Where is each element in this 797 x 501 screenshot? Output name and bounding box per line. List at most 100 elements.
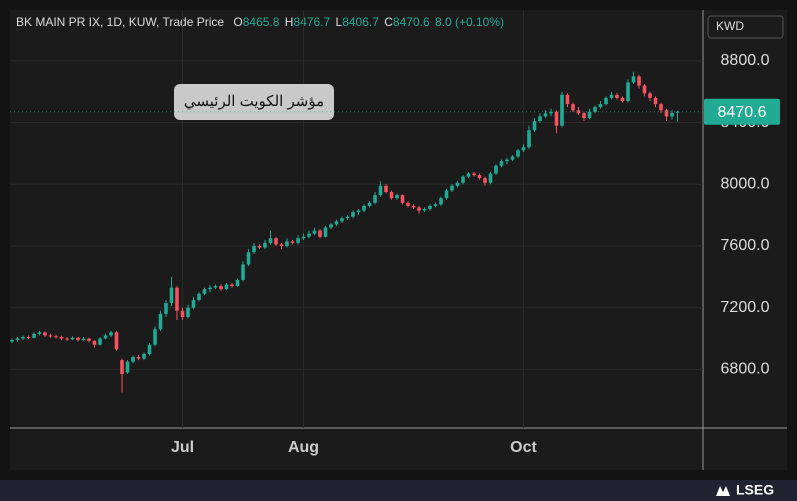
candle-body (356, 210, 361, 213)
candle-body (538, 116, 542, 122)
footer-bar (0, 480, 797, 501)
candle-body (98, 338, 102, 345)
candle-body (208, 287, 212, 290)
candle-body (334, 221, 339, 225)
candle-body (246, 252, 251, 265)
candle-body (114, 332, 119, 350)
candle-body (587, 111, 592, 118)
candle-body (136, 357, 141, 359)
candle-body (81, 338, 86, 341)
candle-body (43, 332, 47, 336)
candle-body (593, 107, 597, 112)
candle-body (461, 176, 465, 183)
candle-body (378, 185, 383, 196)
candle-body (329, 224, 333, 228)
candle-body (290, 241, 295, 243)
candle-body (10, 340, 14, 342)
logo-icon (716, 486, 730, 496)
candle-body (560, 94, 564, 126)
chart-title: BK MAIN PR IX, 1D, KUW, Trade Price (16, 15, 224, 29)
y-tick-label: 8000.0 (721, 176, 770, 193)
candle-body (642, 85, 647, 94)
candle-body (527, 130, 531, 148)
candle-body (631, 76, 636, 83)
candle-body (241, 264, 245, 280)
candle-body (362, 205, 366, 211)
x-tick-label: Jul (171, 439, 194, 456)
candle-body (532, 121, 537, 131)
candle-body (384, 185, 388, 193)
grid (10, 10, 703, 428)
candle-body (125, 361, 130, 373)
x-tick-label: Oct (510, 439, 537, 456)
candle-body (554, 111, 559, 126)
candle-body (318, 230, 322, 237)
candle-body (109, 332, 113, 336)
candle-body (15, 338, 20, 341)
header: BK MAIN PR IX, 1D, KUW, Trade Price O846… (16, 15, 504, 29)
candle-body (345, 216, 350, 219)
candle-body (620, 97, 625, 102)
candle-body (483, 178, 487, 183)
logo: LSEG (716, 482, 774, 498)
candle-body (510, 156, 515, 160)
candle-body (499, 161, 504, 166)
candle-body (92, 340, 97, 345)
candle-body (65, 338, 69, 340)
candle-body (76, 337, 80, 341)
candle-body (351, 212, 355, 217)
candle-body (637, 76, 641, 86)
open-value: 8465.8 (243, 15, 280, 29)
candle-body (494, 165, 498, 174)
chart-panel (10, 10, 787, 470)
candle-body (21, 336, 25, 339)
candle-body (120, 360, 124, 375)
candle-body (153, 329, 157, 345)
candle-body (444, 190, 449, 199)
candle-body (263, 242, 267, 248)
candle-body (213, 286, 218, 288)
candle-body (274, 238, 278, 245)
candle-body (142, 353, 146, 359)
candle-body (59, 336, 64, 339)
candle-body (224, 284, 229, 290)
y-tick-label: 6800.0 (721, 361, 770, 378)
candle-body (147, 344, 152, 354)
ohlc-label: L (336, 15, 343, 29)
candle-body (158, 313, 163, 330)
candle-body (131, 357, 135, 362)
candle-body (472, 173, 476, 176)
candle-body (389, 192, 394, 199)
ohlc-label: C (384, 15, 393, 29)
y-tick-label: 8800.0 (721, 52, 770, 69)
candle-body (615, 94, 619, 98)
candle-body (417, 207, 421, 211)
ohlc-label: H (285, 15, 294, 29)
annotation: مؤشر الكويت الرئيسي (184, 93, 324, 110)
logo-text: LSEG (736, 482, 774, 498)
candle-body (488, 173, 493, 183)
y-tick-label: 7600.0 (721, 237, 770, 254)
high-value: 8476.7 (293, 15, 330, 29)
candle-body (582, 113, 586, 118)
candle-body (565, 94, 570, 105)
candle-body (301, 236, 306, 239)
candle-body (505, 159, 509, 162)
candle-body (54, 336, 58, 338)
candle-body (648, 93, 652, 98)
currency-box (707, 15, 784, 39)
candle-body (516, 150, 520, 157)
candle-body (604, 97, 608, 105)
candle-body (32, 333, 36, 338)
candle-body (521, 147, 526, 151)
candle-body (164, 303, 168, 314)
candle-body (367, 202, 372, 206)
candle-body (230, 284, 234, 287)
candle-body (598, 104, 603, 108)
candle-body (406, 202, 410, 206)
candle-body (609, 94, 614, 98)
y-tick-label: 7200.0 (721, 299, 770, 316)
x-tick-label: Aug (288, 439, 319, 456)
